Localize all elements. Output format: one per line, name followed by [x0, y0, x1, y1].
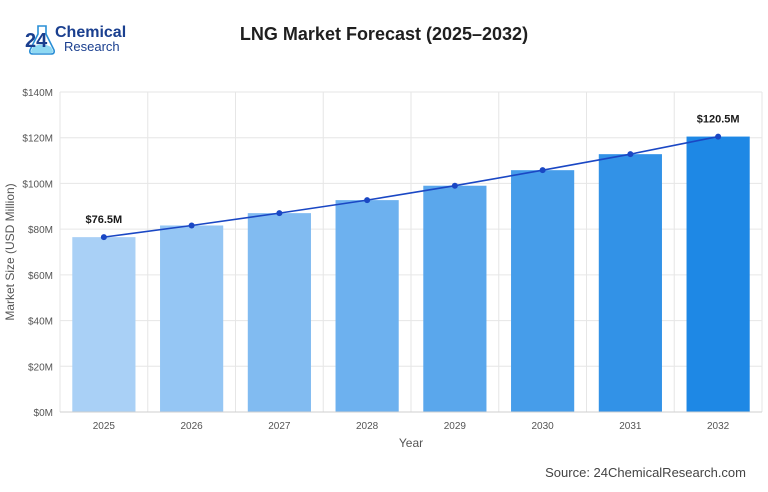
logo-number: 24: [25, 30, 48, 52]
bar-2027: [247, 213, 311, 412]
axes: $0M $20M $40M $60M $80M $100M $120M $140M 2025 20…: [22, 88, 762, 432]
source-note: Source: 24ChemicalResearch.com: [545, 465, 746, 480]
x-tick-label: 2027: [268, 421, 291, 432]
trend-point-2030: [539, 167, 546, 174]
x-tick-label: 2028: [356, 421, 379, 432]
trend-line-path: [103, 135, 719, 238]
x-tick-label: 2032: [707, 421, 730, 432]
y-tick-label: $140M: [22, 88, 53, 99]
y-tick-label: $20M: [28, 362, 53, 373]
bar-2026: [160, 225, 224, 412]
trend-point-2027: [276, 210, 283, 217]
x-tick-label: 2031: [619, 421, 642, 432]
bar-2029: [423, 185, 487, 412]
y-tick-label: $120M: [22, 134, 53, 145]
chart-title: LNG Market Forecast (2025–2032): [239, 24, 529, 44]
logo-line1: Chemical: [55, 24, 126, 41]
trend-point-2031: [627, 151, 634, 158]
trend-point-2025: [100, 234, 107, 241]
bars: [72, 136, 750, 413]
x-tick-label: 2029: [444, 421, 467, 432]
x-tick-label: 2025: [93, 421, 116, 432]
company-logo: 24 Chemical Research: [25, 24, 126, 55]
x-tick-label: 2030: [532, 421, 555, 432]
data-label-2032: $120.5M: [697, 114, 740, 126]
y-tick-label: $40M: [28, 317, 53, 328]
trend-point-2032: [715, 133, 722, 140]
y-axis-label: Market Size (USD Million): [3, 183, 17, 320]
flask-icon: [29, 25, 55, 55]
trend-point-2028: [364, 197, 371, 204]
trend-point-2029: [451, 182, 458, 189]
bar-2030: [511, 170, 575, 412]
y-tick-label: $80M: [28, 225, 53, 236]
data-labels: $76.5M $120.5M: [86, 114, 740, 227]
bar-2032: [686, 136, 750, 413]
y-tick-label: $0M: [34, 408, 53, 419]
x-axis-label: Year: [399, 436, 423, 450]
trend-line: [100, 133, 722, 241]
trend-point-2026: [188, 222, 195, 229]
y-tick-label: $100M: [22, 179, 53, 190]
x-tick-label: 2026: [181, 421, 204, 432]
bar-2028: [335, 200, 399, 412]
y-tick-label: $60M: [28, 271, 53, 282]
data-label-2025: $76.5M: [86, 214, 123, 226]
bar-2031: [598, 154, 662, 412]
logo-line2: Research: [64, 39, 120, 54]
bar-2025: [72, 237, 136, 412]
